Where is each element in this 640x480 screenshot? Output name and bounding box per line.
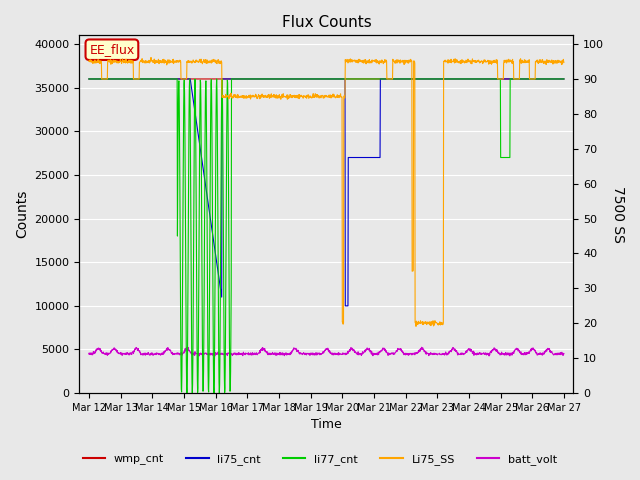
- Y-axis label: Counts: Counts: [15, 190, 29, 239]
- Legend: wmp_cnt, li75_cnt, li77_cnt, Li75_SS, batt_volt: wmp_cnt, li75_cnt, li77_cnt, Li75_SS, ba…: [78, 450, 562, 469]
- Text: EE_flux: EE_flux: [90, 43, 134, 56]
- X-axis label: Time: Time: [311, 419, 342, 432]
- Title: Flux Counts: Flux Counts: [282, 15, 371, 30]
- Y-axis label: 7500 SS: 7500 SS: [611, 186, 625, 243]
